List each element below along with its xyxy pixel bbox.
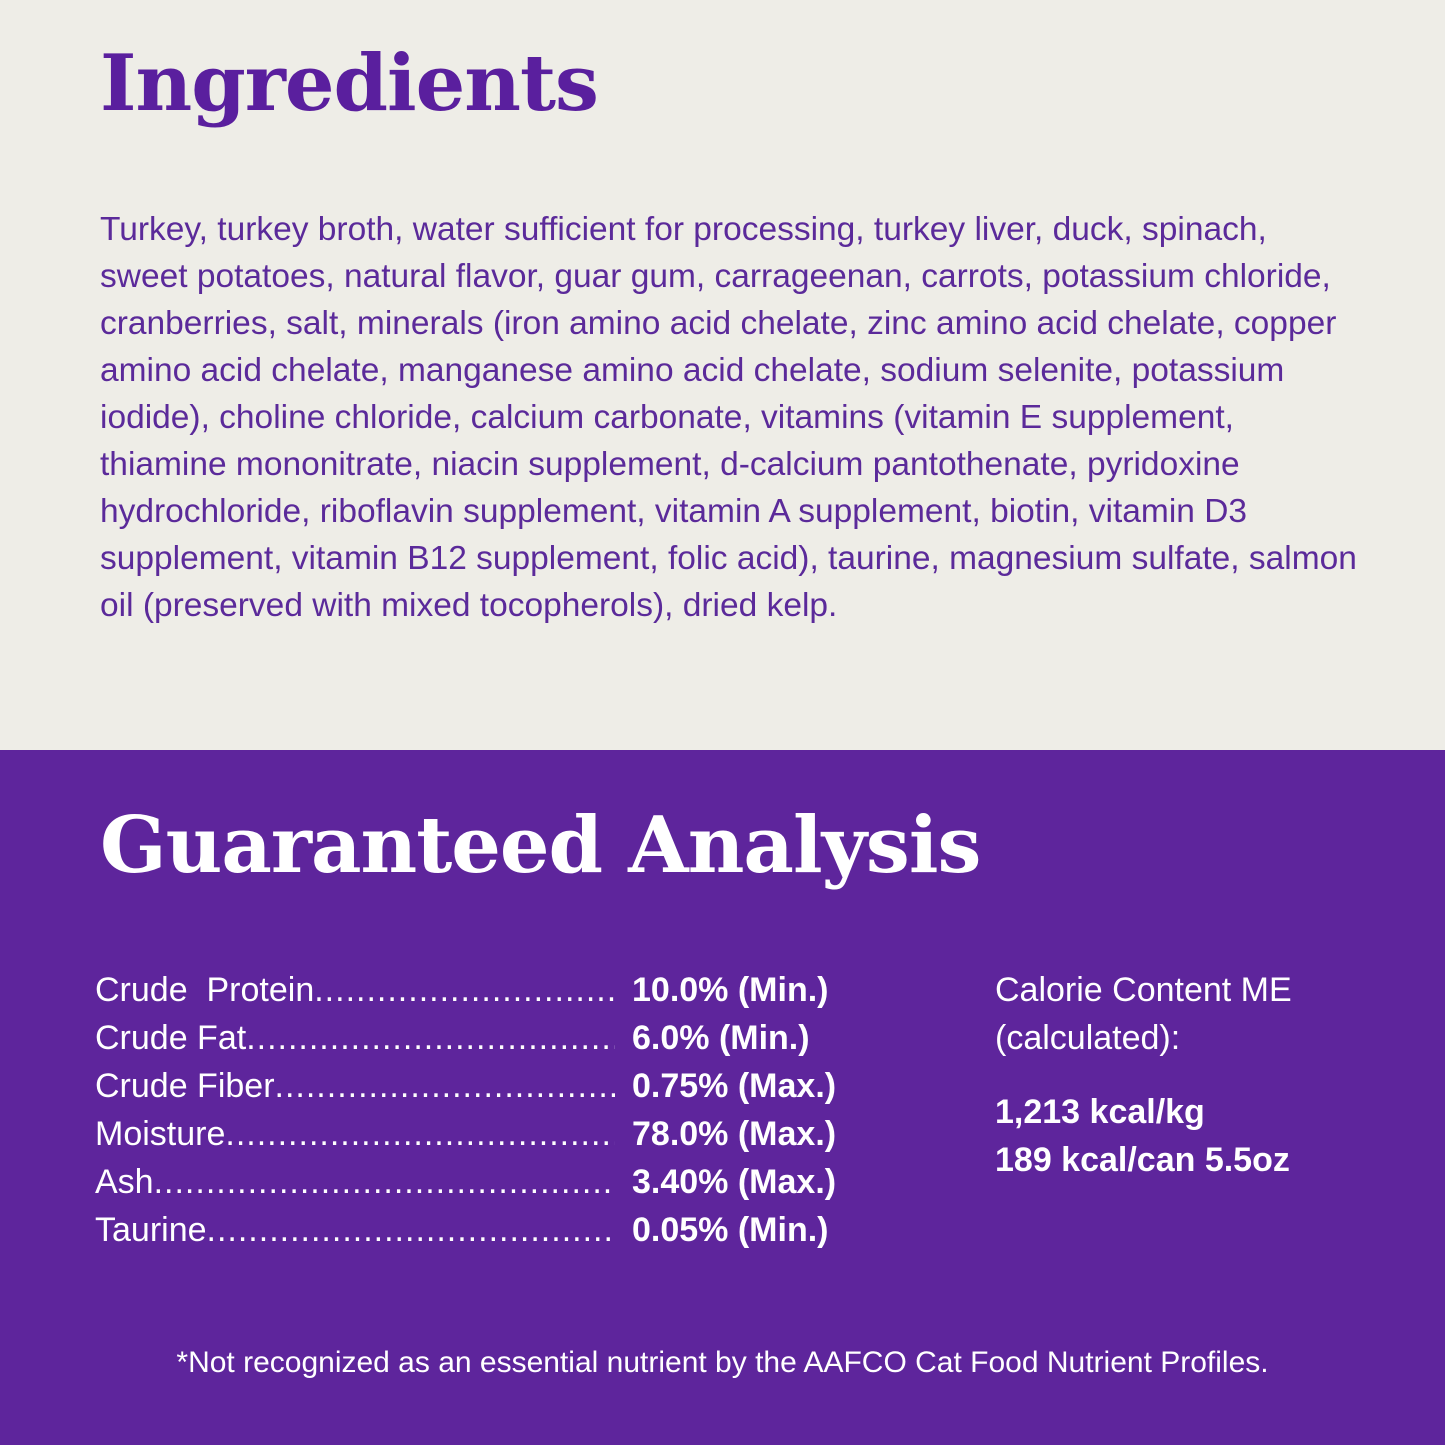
dot-leader: ........................................… [274, 1066, 615, 1105]
calorie-per-kg: 1,213 kcal/kg [995, 1093, 1205, 1131]
calorie-content: Calorie Content ME (calculated): 1,213 k… [995, 966, 1292, 1184]
dot-leader: ........................................… [246, 1018, 615, 1057]
nutrient-value: 6.0% (Min.) [632, 1018, 810, 1057]
analysis-title: Guaranteed Analysis [100, 800, 981, 891]
calorie-label: Calorie Content ME [995, 971, 1292, 1009]
nutrient-label: Taurine [95, 1210, 207, 1249]
nutrient-value: 0.05% (Min.) [632, 1210, 829, 1249]
analysis-row: Crude Fiber.............................… [95, 1062, 875, 1110]
nutrient-label: Moisture [95, 1114, 226, 1153]
analysis-row: Ash.....................................… [95, 1158, 875, 1206]
analysis-table: Crude Protein...........................… [95, 966, 875, 1254]
nutrient-label: Crude Fat [95, 1018, 247, 1057]
nutrient-value: 78.0% (Max.) [632, 1114, 837, 1153]
analysis-row: Crude Fat...............................… [95, 1014, 875, 1062]
ingredients-section: Ingredients Turkey, turkey broth, water … [0, 0, 1445, 750]
nutrient-label: Ash [95, 1162, 154, 1201]
nutrient-value: 0.75% (Max.) [632, 1066, 837, 1105]
dot-leader: ........................................… [225, 1114, 615, 1153]
nutrient-label: Crude Fiber [95, 1066, 275, 1105]
analysis-row: Moisture................................… [95, 1110, 875, 1158]
nutrient-value: 3.40% (Max.) [632, 1162, 837, 1201]
calorie-label-sub: (calculated): [995, 1019, 1181, 1057]
calorie-per-can: 189 kcal/can 5.5oz [995, 1141, 1290, 1179]
analysis-row: Crude Protein...........................… [95, 966, 875, 1014]
dot-leader: ........................................… [206, 1210, 615, 1249]
analysis-section [0, 750, 1445, 1445]
ingredients-title: Ingredients [100, 38, 599, 129]
nutrient-value: 10.0% (Min.) [632, 970, 829, 1009]
nutrient-label: Crude Protein [95, 970, 315, 1009]
dot-leader: ........................................… [314, 970, 615, 1009]
analysis-row: Taurine.................................… [95, 1206, 875, 1254]
footnote: *Not recognized as an essential nutrient… [176, 1346, 1269, 1379]
dot-leader: ........................................… [153, 1162, 615, 1201]
ingredients-list: Turkey, turkey broth, water sufficient f… [100, 211, 1357, 624]
